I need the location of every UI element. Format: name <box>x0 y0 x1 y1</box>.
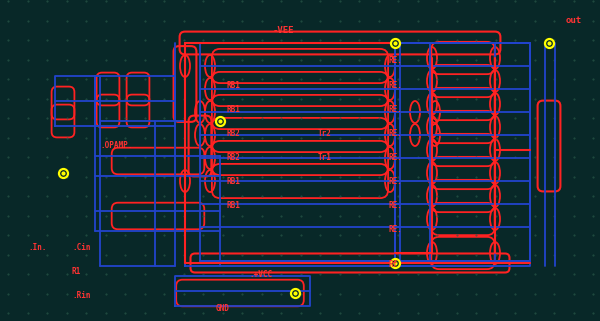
Text: RB1: RB1 <box>227 105 241 114</box>
Text: RB1: RB1 <box>227 201 241 210</box>
Text: -VEE: -VEE <box>273 26 295 35</box>
Text: R1: R1 <box>72 267 81 276</box>
Text: out: out <box>565 16 581 25</box>
Text: Rf: Rf <box>389 260 398 269</box>
Text: RB2: RB2 <box>227 153 241 162</box>
Text: RE.: RE. <box>389 201 403 210</box>
Text: RE.: RE. <box>389 153 403 162</box>
Text: RB1: RB1 <box>227 81 241 90</box>
Text: RE.: RE. <box>389 129 403 138</box>
Text: RE.: RE. <box>389 81 403 90</box>
Text: .+VCC: .+VCC <box>249 270 272 279</box>
Text: .In.: .In. <box>29 243 47 252</box>
Text: .Cin: .Cin <box>72 243 91 252</box>
Text: Tr2: Tr2 <box>318 129 332 138</box>
Text: RB2: RB2 <box>227 129 241 138</box>
Text: RE.: RE. <box>389 56 403 65</box>
Text: Tr1: Tr1 <box>318 153 332 162</box>
Text: RB1: RB1 <box>227 177 241 186</box>
Text: .Rin: .Rin <box>72 291 91 300</box>
Text: RE.: RE. <box>389 177 403 186</box>
Text: GND: GND <box>216 304 230 313</box>
Text: RE.: RE. <box>389 105 403 114</box>
Text: .OPAMP.: .OPAMP. <box>101 141 133 150</box>
Text: RE.: RE. <box>389 225 403 234</box>
